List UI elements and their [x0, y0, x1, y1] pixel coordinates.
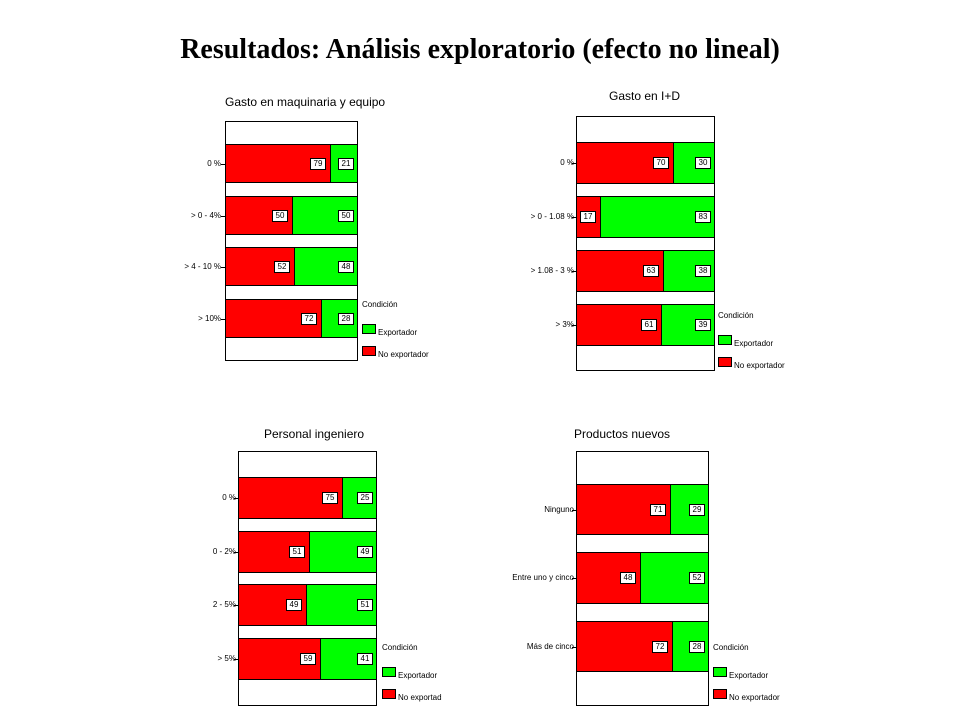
axis-tick [572, 163, 576, 164]
axis-tick [234, 605, 238, 606]
category-label: > 3% [555, 320, 574, 329]
legend-title: Condición [718, 311, 754, 320]
legend-entry: Exportador [729, 671, 769, 680]
data-label-no-exportador: 51 [289, 546, 305, 558]
data-label-no-exportador: 79 [310, 158, 326, 170]
axis-tick [221, 319, 225, 320]
data-label-no-exportador: 17 [580, 211, 596, 223]
legend-swatch-no-exportador [362, 346, 376, 356]
legend-swatch-exportador [362, 324, 376, 334]
data-label-no-exportador: 52 [274, 261, 290, 273]
legend-entry: No exportador [734, 361, 785, 370]
legend-entry: No exportad [398, 693, 442, 702]
bar-exportador [661, 304, 715, 346]
category-label: Ninguno [544, 505, 574, 514]
category-label: > 5% [217, 654, 236, 663]
data-label-no-exportador: 48 [620, 572, 636, 584]
data-label-exportador: 52 [689, 572, 705, 584]
legend-swatch-no-exportador [382, 689, 396, 699]
category-label: Más de cinco [526, 642, 574, 651]
data-label-exportador: 28 [689, 641, 705, 653]
axis-tick [572, 510, 576, 511]
chart-title: Personal ingeniero [264, 427, 365, 441]
legend-title: Condición [382, 643, 418, 652]
data-label-no-exportador: 72 [301, 313, 317, 325]
data-label-exportador: 25 [357, 492, 373, 504]
category-label: 0 % [222, 493, 236, 502]
data-label-exportador: 38 [695, 265, 711, 277]
data-label-exportador: 49 [357, 546, 373, 558]
data-label-exportador: 48 [338, 261, 354, 273]
data-label-no-exportador: 49 [286, 599, 302, 611]
axis-tick [572, 217, 576, 218]
category-label: 0 % [560, 158, 574, 167]
data-label-no-exportador: 75 [322, 492, 338, 504]
category-label: 0 % [207, 159, 221, 168]
legend-title: Condición [362, 300, 398, 309]
legend-swatch-no-exportador [718, 357, 732, 367]
bar-exportador [673, 142, 715, 184]
axis-tick [572, 325, 576, 326]
data-label-no-exportador: 50 [272, 210, 288, 222]
slide-title: Resultados: Análisis exploratorio (efect… [180, 34, 780, 65]
bar-no-exportador [576, 552, 641, 604]
data-label-no-exportador: 70 [653, 157, 669, 169]
legend-entry: Exportador [734, 339, 774, 348]
data-label-no-exportador: 71 [650, 504, 666, 516]
category-label: > 4 - 10 % [184, 262, 221, 271]
axis-tick [572, 647, 576, 648]
category-label: 2 - 5% [212, 600, 236, 609]
category-label: 0 - 2% [212, 547, 236, 556]
legend-entry: No exportador [378, 350, 429, 359]
data-label-exportador: 50 [338, 210, 354, 222]
data-label-no-exportador: 63 [643, 265, 659, 277]
category-label: > 0 - 1.08 % [530, 212, 574, 221]
legend-title: Condición [713, 643, 749, 652]
axis-tick [572, 578, 576, 579]
axis-tick [234, 659, 238, 660]
data-label-exportador: 30 [695, 157, 711, 169]
data-label-exportador: 51 [357, 599, 373, 611]
axis-tick [234, 552, 238, 553]
data-label-no-exportador: 59 [300, 653, 316, 665]
data-label-exportador: 28 [338, 313, 354, 325]
category-label: > 0 - 4% [190, 211, 221, 220]
legend-swatch-exportador [718, 335, 732, 345]
axis-tick [572, 271, 576, 272]
data-label-no-exportador: 61 [641, 319, 657, 331]
data-label-exportador: 83 [695, 211, 711, 223]
chart-title: Gasto en maquinaria y equipo [225, 95, 386, 109]
legend-entry: Exportador [398, 671, 438, 680]
legend-swatch-exportador [713, 667, 727, 677]
axis-tick [234, 498, 238, 499]
category-label: > 10% [198, 314, 221, 323]
data-label-exportador: 29 [689, 504, 705, 516]
axis-tick [221, 164, 225, 165]
category-label: > 1.08 - 3 % [530, 266, 574, 275]
category-label: Entre uno y cinco [512, 573, 574, 582]
data-label-exportador: 21 [338, 158, 354, 170]
data-label-exportador: 41 [357, 653, 373, 665]
axis-tick [221, 216, 225, 217]
bar-exportador [640, 552, 709, 604]
legend-entry: Exportador [378, 328, 418, 337]
legend-entry: No exportador [729, 693, 780, 702]
axis-tick [221, 267, 225, 268]
chart-title: Gasto en I+D [609, 89, 681, 103]
data-label-no-exportador: 72 [652, 641, 668, 653]
legend-swatch-no-exportador [713, 689, 727, 699]
legend-swatch-exportador [382, 667, 396, 677]
chart-title: Productos nuevos [574, 427, 671, 441]
data-label-exportador: 39 [695, 319, 711, 331]
